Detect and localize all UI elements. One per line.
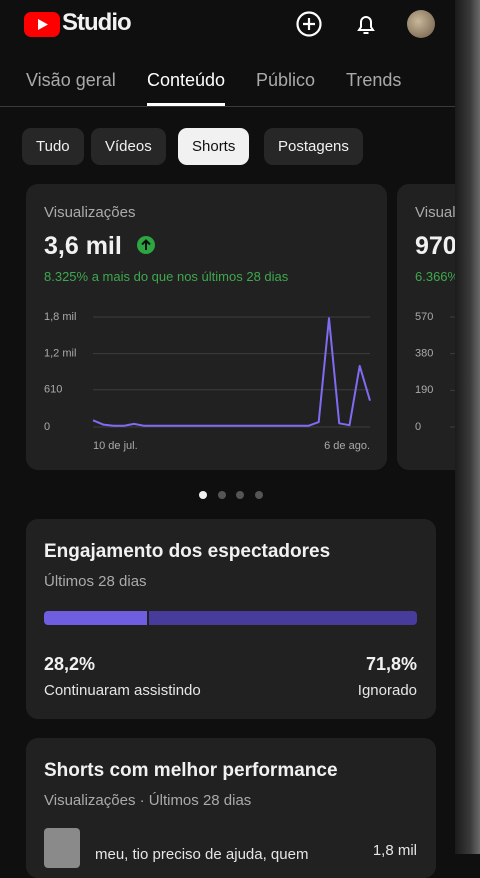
short-views: 1,8 mil <box>372 842 417 859</box>
tab[interactable]: Trends <box>346 70 402 90</box>
y-tick-label: 570 <box>415 311 433 323</box>
charts: 1,8 mil 1,2 mil 610 0 10 de jul. 6 de ago. 57… <box>44 311 455 499</box>
chart-0: 1,8 mil 1,2 mil 610 0 10 de jul. 6 de ago. <box>44 311 371 452</box>
metric-value: 970 <box>415 232 455 260</box>
tab[interactable]: Visão geral <box>26 70 116 90</box>
short-title[interactable]: meu, tio preciso de ajuda, quem <box>95 846 309 863</box>
avatar[interactable] <box>407 10 435 38</box>
filter-chip[interactable]: Vídeos <box>91 128 166 165</box>
youtube-icon <box>24 12 60 37</box>
filter-chip[interactable]: Shorts <box>178 128 250 165</box>
tab[interactable]: Público <box>256 70 316 90</box>
notifications-button[interactable] <box>352 10 380 38</box>
pager-dot <box>255 491 263 499</box>
y-tick-label: 0 <box>44 421 50 433</box>
section-subtitle: Últimos 28 dias <box>44 573 147 590</box>
line <box>92 317 371 427</box>
chart-1: 570 380 190 0 <box>415 311 455 433</box>
section-title: Shorts com melhor performance <box>44 760 338 781</box>
section-title: Engajamento dos espectadores <box>44 541 331 562</box>
x-tick-label: 10 de jul. <box>93 440 138 452</box>
y-tick-label: 1,2 mil <box>44 348 76 360</box>
metric-label: Visualizações <box>415 204 455 221</box>
metric-change: 6.366% <box>415 269 455 284</box>
engagement-segment <box>44 611 148 625</box>
tab-indicator <box>147 103 225 106</box>
up-icon <box>137 236 155 254</box>
metric-card[interactable] <box>26 184 387 470</box>
segment-caption: Continuaram assistindo <box>44 682 201 699</box>
engagement-segment <box>149 611 417 625</box>
section-subtitle: Visualizações · Últimos 28 dias <box>44 792 252 809</box>
segment-value: 28,2% <box>44 654 96 674</box>
engagement-bar <box>44 611 417 625</box>
segment-caption: Ignorado <box>357 682 417 699</box>
pager-dot <box>199 491 207 499</box>
metric-card-clip: Visualizações 970 6.366% <box>397 184 455 470</box>
y-tick-label: 0 <box>415 421 421 433</box>
create-button[interactable] <box>295 10 323 38</box>
thumbnail[interactable] <box>44 828 80 868</box>
y-tick-label: 190 <box>415 384 433 396</box>
logo-text: Studio <box>62 9 132 36</box>
x-tick-label: 6 de ago. <box>324 440 370 452</box>
side-strip <box>455 0 480 854</box>
filter-chip[interactable]: Postagens <box>264 128 363 165</box>
divider <box>0 106 455 107</box>
metric-label: Visualizações <box>44 204 136 221</box>
filter-chip[interactable]: Tudo <box>22 128 84 165</box>
y-tick-label: 610 <box>44 384 62 396</box>
metric-change: 8.325% a mais do que nos últimos 28 dias <box>44 269 289 284</box>
tab[interactable]: Conteúdo <box>147 70 226 90</box>
segment-value: 71,8% <box>365 654 417 674</box>
y-tick-label: 1,8 mil <box>44 311 76 323</box>
pager-dot <box>236 491 244 499</box>
metric-value: 3,6 mil <box>44 232 122 260</box>
metric-card[interactable] <box>397 184 455 470</box>
pager-dot <box>218 491 226 499</box>
y-tick-label: 380 <box>415 348 433 360</box>
